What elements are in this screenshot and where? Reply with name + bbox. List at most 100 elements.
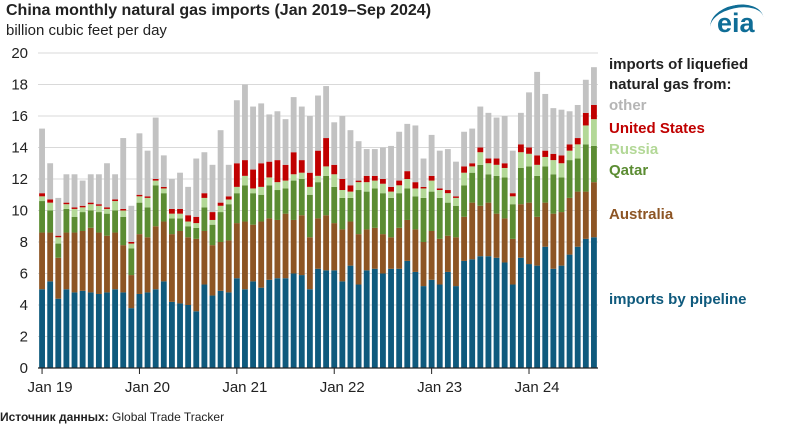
bar-segment-australia [323,215,330,271]
bar-segment-australia [144,237,151,293]
bar-segment-russia [371,180,378,189]
bar-segment-imports-by-pipeline [591,237,597,368]
bar-segment-other [128,205,135,242]
bar-segment-russia [558,163,565,178]
bar-segment-qatar [128,248,135,276]
bar-segment-australia [363,229,370,271]
bar-segment-imports-by-pipeline [282,278,289,368]
bar-segment-qatar [39,201,45,233]
bar-segment-qatar [266,185,273,219]
bar-segment-other [428,134,435,176]
bar-segment-russia [168,213,175,219]
bar-segment-imports-by-pipeline [112,289,119,368]
bar-segment-imports-by-pipeline [428,279,435,368]
bar-segment-imports-by-pipeline [242,289,248,368]
bar-segment-russia [485,163,492,175]
bar-segment-other [347,130,354,186]
bar-segment-united-states [396,180,403,186]
bar-segment-russia [347,191,354,198]
bar-segment-australia [274,219,281,279]
bar-segment-russia [477,152,484,165]
bar-segment-qatar [331,186,338,224]
bar-segment-united-states [404,171,411,180]
legend: imports of liquefied natural gas from:imp… [609,56,748,308]
bar-segment-qatar [258,194,265,222]
bar-segment-imports-by-pipeline [534,265,541,369]
bar-segment-australia [298,215,305,276]
y-tick-label: 12 [11,171,28,188]
bar-segment-australia [501,218,508,263]
bar-segment-russia [582,125,589,145]
bar-segment-qatar [428,191,435,231]
bar-segment-imports-by-pipeline [290,273,297,368]
bar-segment-united-states [79,205,86,208]
bar-segment-australia [55,257,62,299]
bar-segment-qatar [298,179,305,216]
bar-segment-qatar [177,218,183,231]
bar-segment-imports-by-pipeline [371,268,378,368]
bar-segment-imports-by-pipeline [509,284,516,368]
bar-segment-russia [104,208,110,214]
bar-segment-other [591,67,597,105]
bar-segment-australia [380,234,386,274]
bar-segment-qatar [396,193,403,228]
bar-segment-russia [339,190,346,198]
x-tick-label: Jan 22 [320,379,365,396]
bar-segment-other [298,106,305,161]
bar-segment-russia [63,204,70,209]
bar-segment-australia [582,191,589,239]
bar-segment-united-states [501,163,508,168]
bar-segment-united-states [412,182,419,189]
bar-segment-qatar [347,197,354,222]
y-tick-label: 18 [11,77,28,94]
bar-segment-imports-by-pipeline [453,286,459,368]
bar-segment-other [396,131,403,181]
bar-segment-other [517,112,524,145]
bar-segment-united-states [47,199,54,203]
bar-segment-other [63,174,70,203]
bar-segment-other [168,179,175,209]
bar-segment-russia [201,197,208,208]
bar-segment-imports-by-pipeline [380,273,386,368]
legend-item-russia: Russia [609,141,659,158]
bar-segment-qatar [225,204,232,241]
bar-segment-russia [509,196,516,205]
bar-segment-other [363,149,370,176]
bar-segment-qatar [461,185,468,217]
bar-segment-russia [266,177,273,186]
bar-segment-qatar [404,188,411,220]
bar-segment-united-states [201,193,208,198]
bar-segment-russia [79,207,86,213]
bar-segment-other [160,155,167,187]
bar-segment-russia [444,193,451,203]
bar-segment-other [582,79,589,113]
bar-segment-other [274,111,281,161]
bar-segment-united-states [428,175,435,181]
bar-segment-other [258,103,265,164]
bar-segment-russia [225,199,232,205]
bar-segment-other [242,84,248,161]
bar-segment-imports-by-pipeline [233,278,240,368]
bar-segment-united-states [461,166,468,173]
chart-subtitle: billion cubic feet per day [6,22,167,39]
bar-segment-australia [201,230,208,285]
y-tick-label: 8 [20,234,28,251]
bar-segment-other [225,164,232,197]
bar-segment-imports-by-pipeline [104,292,110,368]
bar-segment-qatar [477,164,484,206]
bar-segment-imports-by-pipeline [485,256,492,368]
bar-segment-other [420,158,427,187]
bar-segment-united-states [63,202,70,205]
bar-segment-russia [258,186,265,195]
source-label: Источник данных: [0,410,109,424]
bars [39,67,597,369]
bar-segment-united-states [104,207,110,209]
bar-segment-australia [404,219,411,261]
bar-segment-russia [388,191,394,198]
bar-segment-russia [501,167,508,178]
bar-segment-imports-by-pipeline [477,256,484,368]
bar-segment-qatar [250,193,256,225]
bar-segment-russia [574,144,581,159]
bar-segment-qatar [436,197,443,239]
legend-heading: imports of liquefied natural gas from: [609,56,748,93]
